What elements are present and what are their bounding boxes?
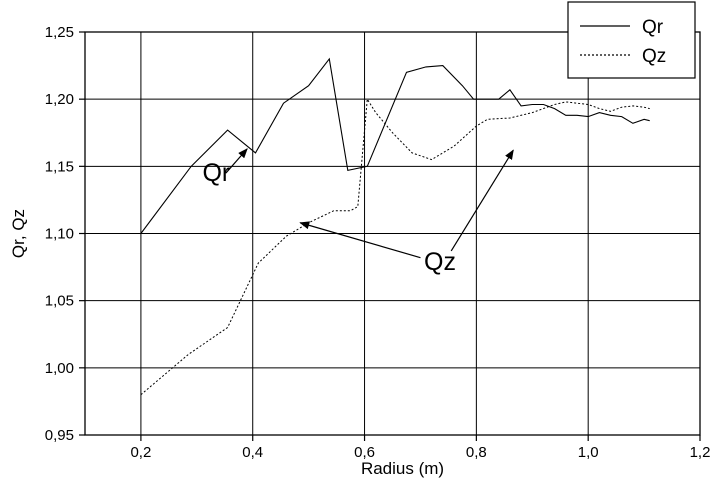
series-lines [140, 57, 650, 396]
x-axis-title: Radius (m) [361, 459, 444, 478]
y-tick-label: 1,05 [45, 293, 74, 310]
annotation-arrow [299, 221, 421, 259]
x-tick-label: 0,4 [242, 444, 263, 461]
annotation-qr: Qr [202, 159, 230, 187]
legend-label-qr: Qr [642, 17, 664, 38]
axis-ticks: 0,2 0,4 0,6 0,8 1,0 1,2 0,95 1,00 1,05 1,10 1,15 1,… [45, 24, 711, 461]
grid [85, 32, 700, 435]
legend-label-qz: Qz [642, 46, 666, 67]
annotation-qz: Qz [424, 248, 456, 276]
series-line-qr [140, 57, 650, 234]
x-tick-label: 0,6 [354, 444, 375, 461]
y-tick-label: 0,95 [45, 427, 74, 444]
y-axis-title: Qr, Qz [9, 209, 28, 258]
x-tick-label: 1,0 [578, 444, 599, 461]
y-tick-label: 1,00 [45, 360, 74, 377]
series-line-qz [140, 97, 650, 396]
x-tick-label: 0,8 [466, 444, 487, 461]
y-tick-label: 1,25 [45, 24, 74, 41]
annotation-arrow [225, 148, 248, 174]
legend: Qr Qz [567, 1, 696, 79]
legend-box [567, 1, 696, 79]
y-tick-label: 1,20 [45, 91, 74, 108]
x-tick-label: 1,2 [690, 444, 711, 461]
annotation-arrow [450, 149, 514, 252]
x-tick-label: 0,2 [130, 444, 151, 461]
y-tick-label: 1,15 [45, 158, 74, 175]
annotations: Qr Qz [202, 148, 514, 276]
y-tick-label: 1,10 [45, 226, 74, 243]
